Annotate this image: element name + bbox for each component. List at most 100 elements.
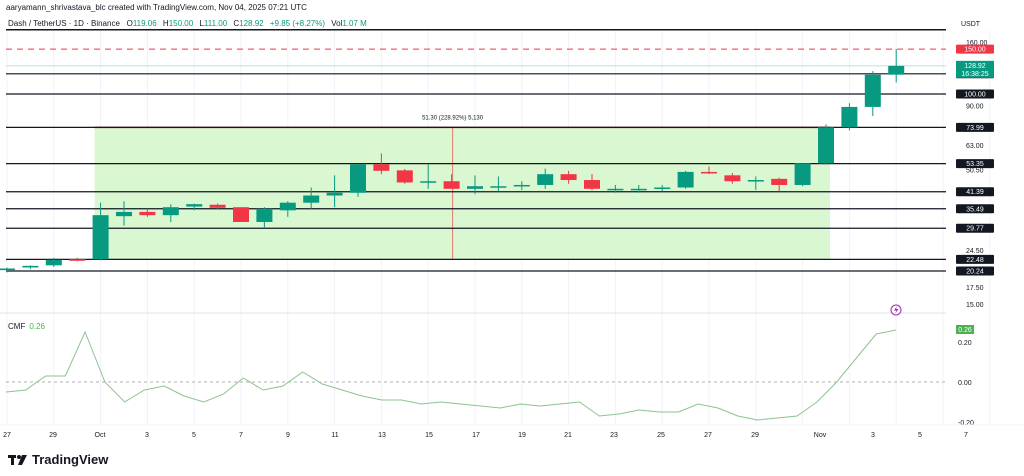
candle <box>373 164 390 171</box>
candle <box>186 204 203 207</box>
time-axis-tick: 21 <box>564 432 572 439</box>
time-axis-tick: 5 <box>918 432 922 439</box>
time-axis-tick: 25 <box>657 432 665 439</box>
high-value: 150.00 <box>168 19 194 28</box>
cmf-line <box>5 329 897 421</box>
currency-label: USDT <box>961 21 981 28</box>
time-axis-tick: 13 <box>378 432 386 439</box>
time-axis-tick: 15 <box>425 432 433 439</box>
cmf-axis-tick: 0.00 <box>958 380 972 387</box>
candle <box>490 186 507 188</box>
svg-text:20.24: 20.24 <box>966 269 984 276</box>
candle <box>116 211 132 217</box>
time-axis-tick: 9 <box>286 432 290 439</box>
candle <box>513 184 530 187</box>
svg-text:41.39: 41.39 <box>966 189 984 196</box>
tradingview-logo-icon <box>8 454 27 465</box>
time-axis-tick: Oct <box>95 432 106 439</box>
candle <box>209 204 226 208</box>
change-value: +9.85 (+8.27%) <box>269 19 326 28</box>
close-label: C <box>233 19 240 28</box>
price-level-tag <box>956 187 994 197</box>
svg-text:100.00: 100.00 <box>964 92 986 99</box>
candle <box>701 171 717 174</box>
volume-value: 1.07 M <box>342 19 367 28</box>
time-axis-tick: 17 <box>472 432 480 439</box>
candle <box>584 180 600 189</box>
cmf-value: 0.26 <box>29 322 45 331</box>
price-level-tag <box>956 44 994 54</box>
time-axis-tick: 29 <box>751 432 759 439</box>
price-axis-tick: 50.50 <box>966 168 984 175</box>
price-axis-tick: 63.00 <box>966 143 984 150</box>
time-axis-tick: 29 <box>49 432 57 439</box>
candle <box>654 187 671 190</box>
svg-text:29.77: 29.77 <box>966 226 984 233</box>
candle <box>0 268 15 271</box>
candle <box>537 174 554 185</box>
price-level-tag <box>956 223 994 233</box>
candle <box>256 208 273 222</box>
svg-text:22.48: 22.48 <box>966 257 984 264</box>
candle <box>677 171 694 188</box>
price-level-tag <box>956 254 994 264</box>
candle <box>303 195 320 203</box>
time-axis-tick: 19 <box>518 432 526 439</box>
candle <box>420 181 437 183</box>
candle <box>45 259 62 266</box>
time-axis-tick: 5 <box>192 432 196 439</box>
candle <box>747 180 764 182</box>
price-range-zone[interactable] <box>94 127 831 260</box>
time-axis-tick: 11 <box>331 432 338 439</box>
low-value: 111.00 <box>203 19 228 28</box>
svg-text:73.99: 73.99 <box>966 125 984 132</box>
cmf-value-tag <box>956 325 974 334</box>
svg-text:128.92: 128.92 <box>964 63 986 70</box>
candle <box>467 186 483 189</box>
candle <box>326 192 343 196</box>
candle <box>22 265 39 268</box>
lightning-event-icon[interactable] <box>890 304 902 316</box>
open-label: O <box>126 19 133 28</box>
measure-label: 51.30 (228.92%) 5,130 <box>422 115 484 121</box>
price-axis-tick: 160.00 <box>966 40 988 47</box>
price-axis-tick: 90.00 <box>966 104 984 111</box>
candle <box>69 259 86 261</box>
candle <box>818 127 834 164</box>
open-value: 119.06 <box>132 19 157 28</box>
tradingview-brand[interactable]: TradingView <box>8 452 108 467</box>
price-axis-tick: 24.50 <box>966 248 984 255</box>
candle <box>233 207 249 222</box>
time-axis-tick: 27 <box>704 432 712 439</box>
brand-name: TradingView <box>32 452 109 467</box>
svg-text:150.00: 150.00 <box>964 47 986 54</box>
time-axis-tick: 27 <box>3 432 11 439</box>
svg-text:0.26: 0.26 <box>958 327 972 334</box>
svg-text:53.35: 53.35 <box>966 161 984 168</box>
volume-label: Vol <box>331 19 343 28</box>
time-axis-tick: 23 <box>610 432 618 439</box>
candle <box>560 174 577 181</box>
time-axis-tick: 3 <box>145 432 149 439</box>
time-axis-tick: Nov <box>814 432 827 439</box>
candle <box>162 207 179 216</box>
candle <box>607 188 624 191</box>
chart-caption: aaryamann_shrivastava_blc created with T… <box>6 3 307 12</box>
candle <box>350 164 366 193</box>
price-axis-tick: 15.00 <box>966 302 984 309</box>
candle <box>139 211 156 216</box>
current-price-tag <box>956 60 994 78</box>
close-value: 128.92 <box>239 19 264 28</box>
price-axis-tick: 17.50 <box>966 285 984 292</box>
symbol-name[interactable]: Dash / TetherUS · 1D · Binance <box>8 19 120 28</box>
cmf-axis-tick: 0.20 <box>958 340 972 347</box>
price-level-tag <box>956 159 994 169</box>
ohlc-legend: Dash / TetherUS · 1D · Binance O119.06 H… <box>8 19 371 28</box>
low-label: L <box>199 19 204 28</box>
candle <box>864 74 881 107</box>
time-axis-tick: 7 <box>239 432 243 439</box>
svg-text:16:38:25: 16:38:25 <box>961 71 988 78</box>
cmf-axis-tick: -0.20 <box>958 420 974 427</box>
price-level-tag <box>956 204 994 214</box>
